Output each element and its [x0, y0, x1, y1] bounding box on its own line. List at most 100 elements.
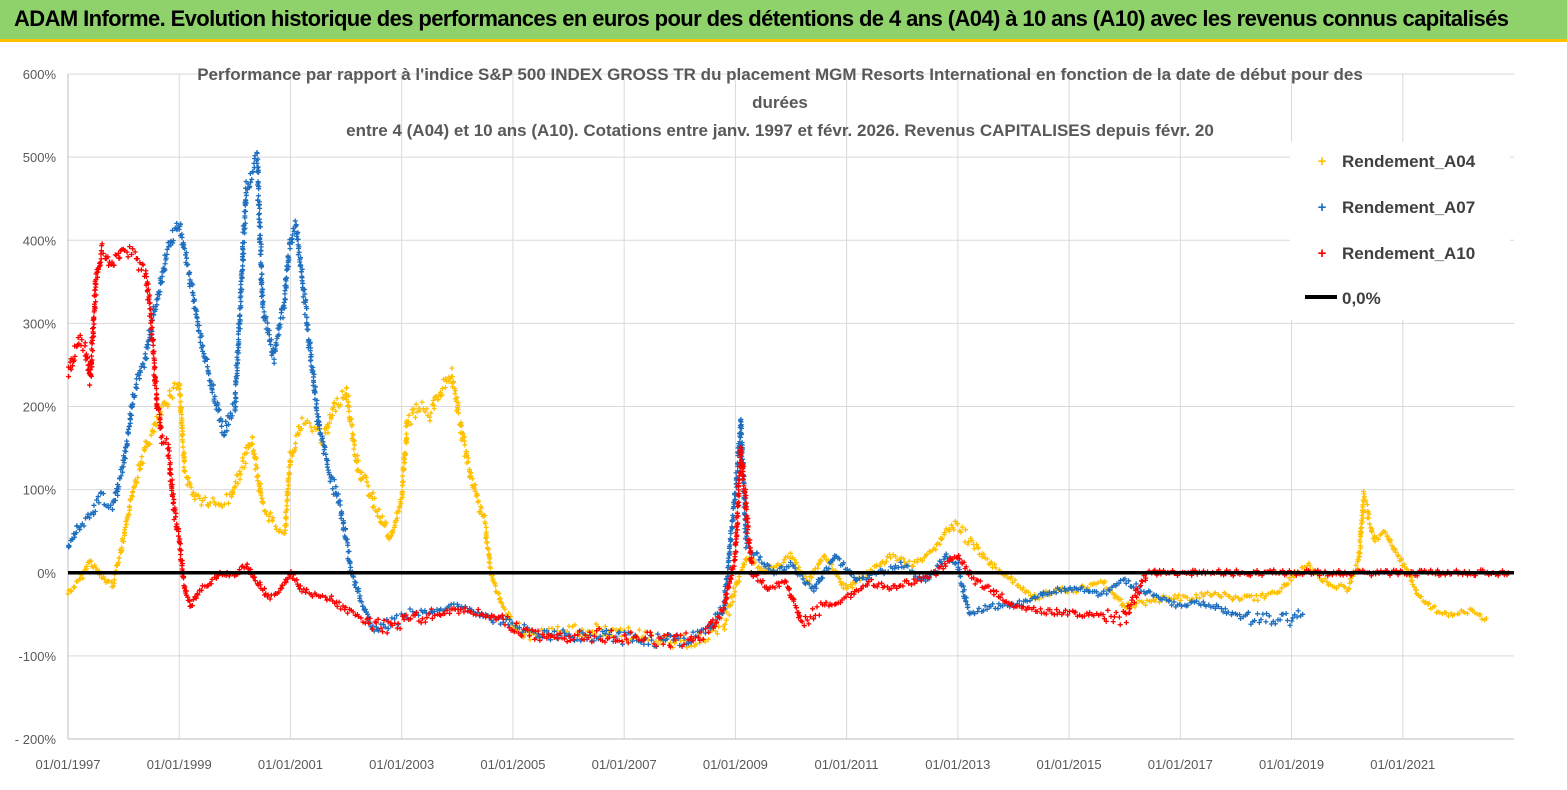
- legend-marker-a04: +: [1318, 153, 1327, 170]
- point-marker: [965, 541, 971, 547]
- point-marker: [736, 574, 742, 580]
- point-marker: [89, 341, 95, 347]
- point-marker: [740, 564, 746, 570]
- point-marker: [108, 579, 114, 585]
- point-marker: [170, 493, 176, 499]
- point-marker: [307, 339, 313, 345]
- point-marker: [130, 489, 136, 495]
- point-marker: [937, 541, 943, 547]
- point-marker: [212, 393, 218, 399]
- point-marker: [988, 588, 994, 594]
- y-tick-label: -100%: [18, 649, 56, 664]
- point-marker: [1069, 587, 1075, 593]
- point-marker: [713, 628, 719, 634]
- point-marker: [215, 402, 221, 408]
- point-marker: [1140, 600, 1146, 606]
- point-marker: [422, 409, 428, 415]
- point-marker: [506, 625, 512, 631]
- point-marker: [602, 639, 608, 645]
- point-marker: [154, 402, 160, 408]
- point-marker: [197, 495, 203, 501]
- point-marker: [178, 221, 184, 227]
- point-marker: [164, 436, 170, 442]
- point-marker: [298, 426, 304, 432]
- point-marker: [783, 579, 789, 585]
- point-marker: [256, 193, 262, 199]
- y-tick-label: 200%: [23, 400, 57, 415]
- point-marker: [142, 448, 148, 454]
- point-marker: [1203, 603, 1209, 609]
- point-marker: [619, 638, 625, 644]
- point-marker: [888, 586, 894, 592]
- point-marker: [312, 390, 318, 396]
- point-marker: [786, 564, 792, 570]
- point-marker: [300, 294, 306, 300]
- point-marker: [237, 312, 243, 318]
- point-marker: [221, 501, 227, 507]
- point-marker: [193, 595, 199, 601]
- point-marker: [695, 634, 701, 640]
- point-marker: [95, 494, 101, 500]
- point-marker: [1091, 613, 1097, 619]
- banner: ADAM Informe. Evolution historique des p…: [0, 0, 1567, 42]
- point-marker: [190, 489, 196, 495]
- point-marker: [653, 638, 659, 644]
- point-marker: [277, 324, 283, 330]
- point-marker: [299, 589, 305, 595]
- point-marker: [596, 626, 602, 632]
- point-marker: [739, 425, 745, 431]
- point-marker: [892, 565, 898, 571]
- point-marker: [924, 551, 930, 557]
- point-marker: [124, 249, 130, 255]
- point-marker: [1101, 588, 1107, 594]
- point-marker: [623, 636, 629, 642]
- point-marker: [153, 386, 159, 392]
- point-marker: [91, 511, 97, 517]
- point-marker: [288, 237, 294, 243]
- point-marker: [283, 579, 289, 585]
- point-marker: [740, 477, 746, 483]
- point-marker: [1212, 605, 1218, 611]
- point-marker: [1161, 595, 1167, 601]
- point-marker: [1248, 621, 1254, 627]
- point-marker: [483, 533, 489, 539]
- point-marker: [150, 337, 156, 343]
- point-marker: [284, 498, 290, 504]
- point-marker: [1462, 610, 1468, 616]
- point-marker: [134, 385, 140, 391]
- point-marker: [229, 494, 235, 500]
- point-marker: [634, 634, 640, 640]
- point-marker: [179, 415, 185, 421]
- point-marker: [287, 246, 293, 252]
- point-marker: [732, 496, 738, 502]
- point-marker: [349, 421, 355, 427]
- point-marker: [81, 523, 87, 529]
- point-marker: [240, 267, 246, 273]
- point-marker: [187, 277, 193, 283]
- point-marker: [362, 606, 368, 612]
- point-marker: [1012, 577, 1018, 583]
- point-marker: [792, 565, 798, 571]
- point-marker: [427, 414, 433, 420]
- point-marker: [397, 626, 403, 632]
- point-marker: [961, 587, 967, 593]
- point-marker: [134, 256, 140, 262]
- point-marker: [286, 464, 292, 470]
- point-marker: [726, 612, 732, 618]
- point-marker: [121, 538, 127, 544]
- point-marker: [253, 462, 259, 468]
- point-marker: [311, 371, 317, 377]
- point-marker: [841, 560, 847, 566]
- point-marker: [263, 314, 269, 320]
- point-marker: [868, 577, 874, 583]
- point-marker: [93, 292, 99, 298]
- point-marker: [166, 455, 172, 461]
- point-marker: [493, 617, 499, 623]
- point-marker: [589, 628, 595, 634]
- point-marker: [806, 581, 812, 587]
- point-marker: [355, 467, 361, 473]
- point-marker: [919, 558, 925, 564]
- point-marker: [797, 613, 803, 619]
- chart-title: Performance par rapport à l'indice S&P 5…: [197, 65, 1363, 140]
- point-marker: [373, 620, 379, 626]
